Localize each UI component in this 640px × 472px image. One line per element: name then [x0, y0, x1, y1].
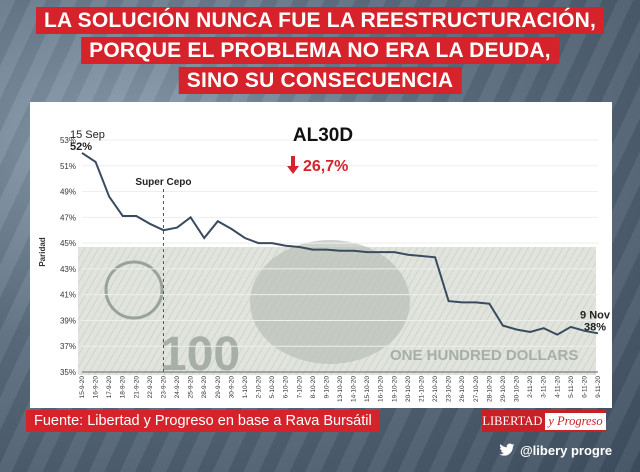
y-tick-label: 41% [60, 291, 76, 300]
x-tick-label: 24-9-20 [174, 376, 181, 399]
x-tick-label: 22-9-20 [147, 376, 154, 399]
headline-line-2: PORQUE EL PROBLEMA NO ERA LA DEUDA, [81, 37, 559, 64]
x-tick-label: 17-9-20 [106, 376, 113, 399]
twitter-handle[interactable]: @libery progre [499, 439, 612, 461]
down-arrow-icon [287, 156, 299, 174]
x-tick-label: 23-10-20 [446, 376, 453, 402]
x-tick-label: 13-10-20 [337, 376, 344, 402]
x-tick-label: 16-10-20 [378, 376, 385, 402]
y-tick-label: 37% [60, 342, 76, 351]
y-axis-label: Paridad [38, 237, 47, 266]
change-percentage: 26,7% [303, 158, 348, 175]
x-tick-label: 3-11-20 [541, 376, 548, 398]
x-tick-label: 29-9-20 [215, 376, 222, 399]
svg-text:ONE HUNDRED DOLLARS: ONE HUNDRED DOLLARS [390, 347, 578, 364]
x-tick-label: 28-9-20 [201, 376, 208, 399]
x-tick-label: 26-10-20 [459, 376, 466, 402]
x-tick-label: 5-10-20 [269, 376, 276, 399]
logo-text-libertad: LIBERTAD [482, 413, 543, 428]
x-tick-label: 29-10-20 [500, 376, 507, 402]
x-tick-label: 6-11-20 [581, 376, 588, 398]
hundred-dollar-bill-watermark: 100 ONE HUNDRED DOLLARS [78, 240, 596, 381]
annotation-start-date: 15 Sep [70, 129, 105, 141]
y-tick-label: 51% [60, 162, 76, 171]
x-tick-label: 4-11-20 [554, 376, 561, 398]
y-tick-label: 45% [60, 239, 76, 248]
y-tick-label: 39% [60, 316, 76, 325]
x-tick-label: 8-10-20 [310, 376, 317, 399]
x-tick-label: 25-9-20 [188, 376, 195, 399]
y-tick-label: 53% [60, 136, 76, 145]
twitter-handle-text: @libery progre [520, 442, 613, 458]
headline-line-3: SINO SU CONSECUENCIA [178, 67, 462, 94]
logo-text-progreso: y Progreso [545, 412, 606, 430]
y-tick-label: 43% [60, 265, 76, 274]
series-line [81, 152, 599, 336]
headline-line-1: LA SOLUCIÓN NUNCA FUE LA REESTRUCTURACIÓ… [35, 7, 605, 34]
x-tick-label: 20-10-20 [405, 376, 412, 402]
y-tick-label: 49% [60, 188, 76, 197]
x-tick-label: 21-10-20 [418, 376, 425, 402]
y-tick-label: 35% [60, 368, 76, 377]
x-tick-label: 9-10-20 [323, 376, 330, 399]
svg-text:100: 100 [160, 328, 240, 381]
x-tick-label: 15-10-20 [364, 376, 371, 402]
x-tick-label: 27-10-20 [473, 376, 480, 402]
x-tick-label: 9-11-20 [595, 376, 602, 398]
twitter-icon [499, 443, 515, 457]
x-tick-label: 14-10-20 [351, 376, 358, 402]
x-tick-label: 30-10-20 [514, 376, 521, 402]
chart-title: AL30D [293, 125, 353, 146]
x-tick-label: 2-10-20 [256, 376, 263, 399]
x-tick-label: 23-9-20 [160, 376, 167, 399]
annotation-start-value: 52% [70, 141, 92, 153]
annotation-end-date: 9 Nov [580, 309, 611, 321]
x-tick-label: 15-9-20 [79, 376, 86, 399]
brand-logo: LIBERTAD y Progreso [482, 410, 606, 432]
x-tick-label: 30-9-20 [228, 376, 235, 399]
x-tick-label: 7-10-20 [296, 376, 303, 399]
x-tick-label: 22-10-20 [432, 376, 439, 402]
x-tick-label: 16-9-20 [93, 376, 100, 399]
x-tick-label: 6-10-20 [283, 376, 290, 399]
annotation-super-cepo: Super Cepo [135, 177, 191, 188]
x-tick-label: 2-11-20 [527, 376, 534, 398]
x-tick-label: 18-9-20 [120, 376, 127, 399]
chart-panel: 100 ONE HUNDRED DOLLARS 35% 37% 39% 41% 43% 4… [30, 102, 612, 408]
x-tick-label: 19-10-20 [391, 376, 398, 402]
x-tick-label: 21-9-20 [133, 376, 140, 399]
annotation-end-value: 38% [584, 321, 606, 333]
source-caption: Fuente: Libertad y Progreso en base a Ra… [26, 410, 380, 432]
x-tick-label: 1-10-20 [242, 376, 249, 399]
y-tick-label: 47% [60, 213, 76, 222]
line-chart: 100 ONE HUNDRED DOLLARS 35% 37% 39% 41% 43% 4… [38, 125, 611, 402]
x-tick-label: 5-11-20 [568, 376, 575, 398]
x-tick-label: 28-10-20 [486, 376, 493, 402]
